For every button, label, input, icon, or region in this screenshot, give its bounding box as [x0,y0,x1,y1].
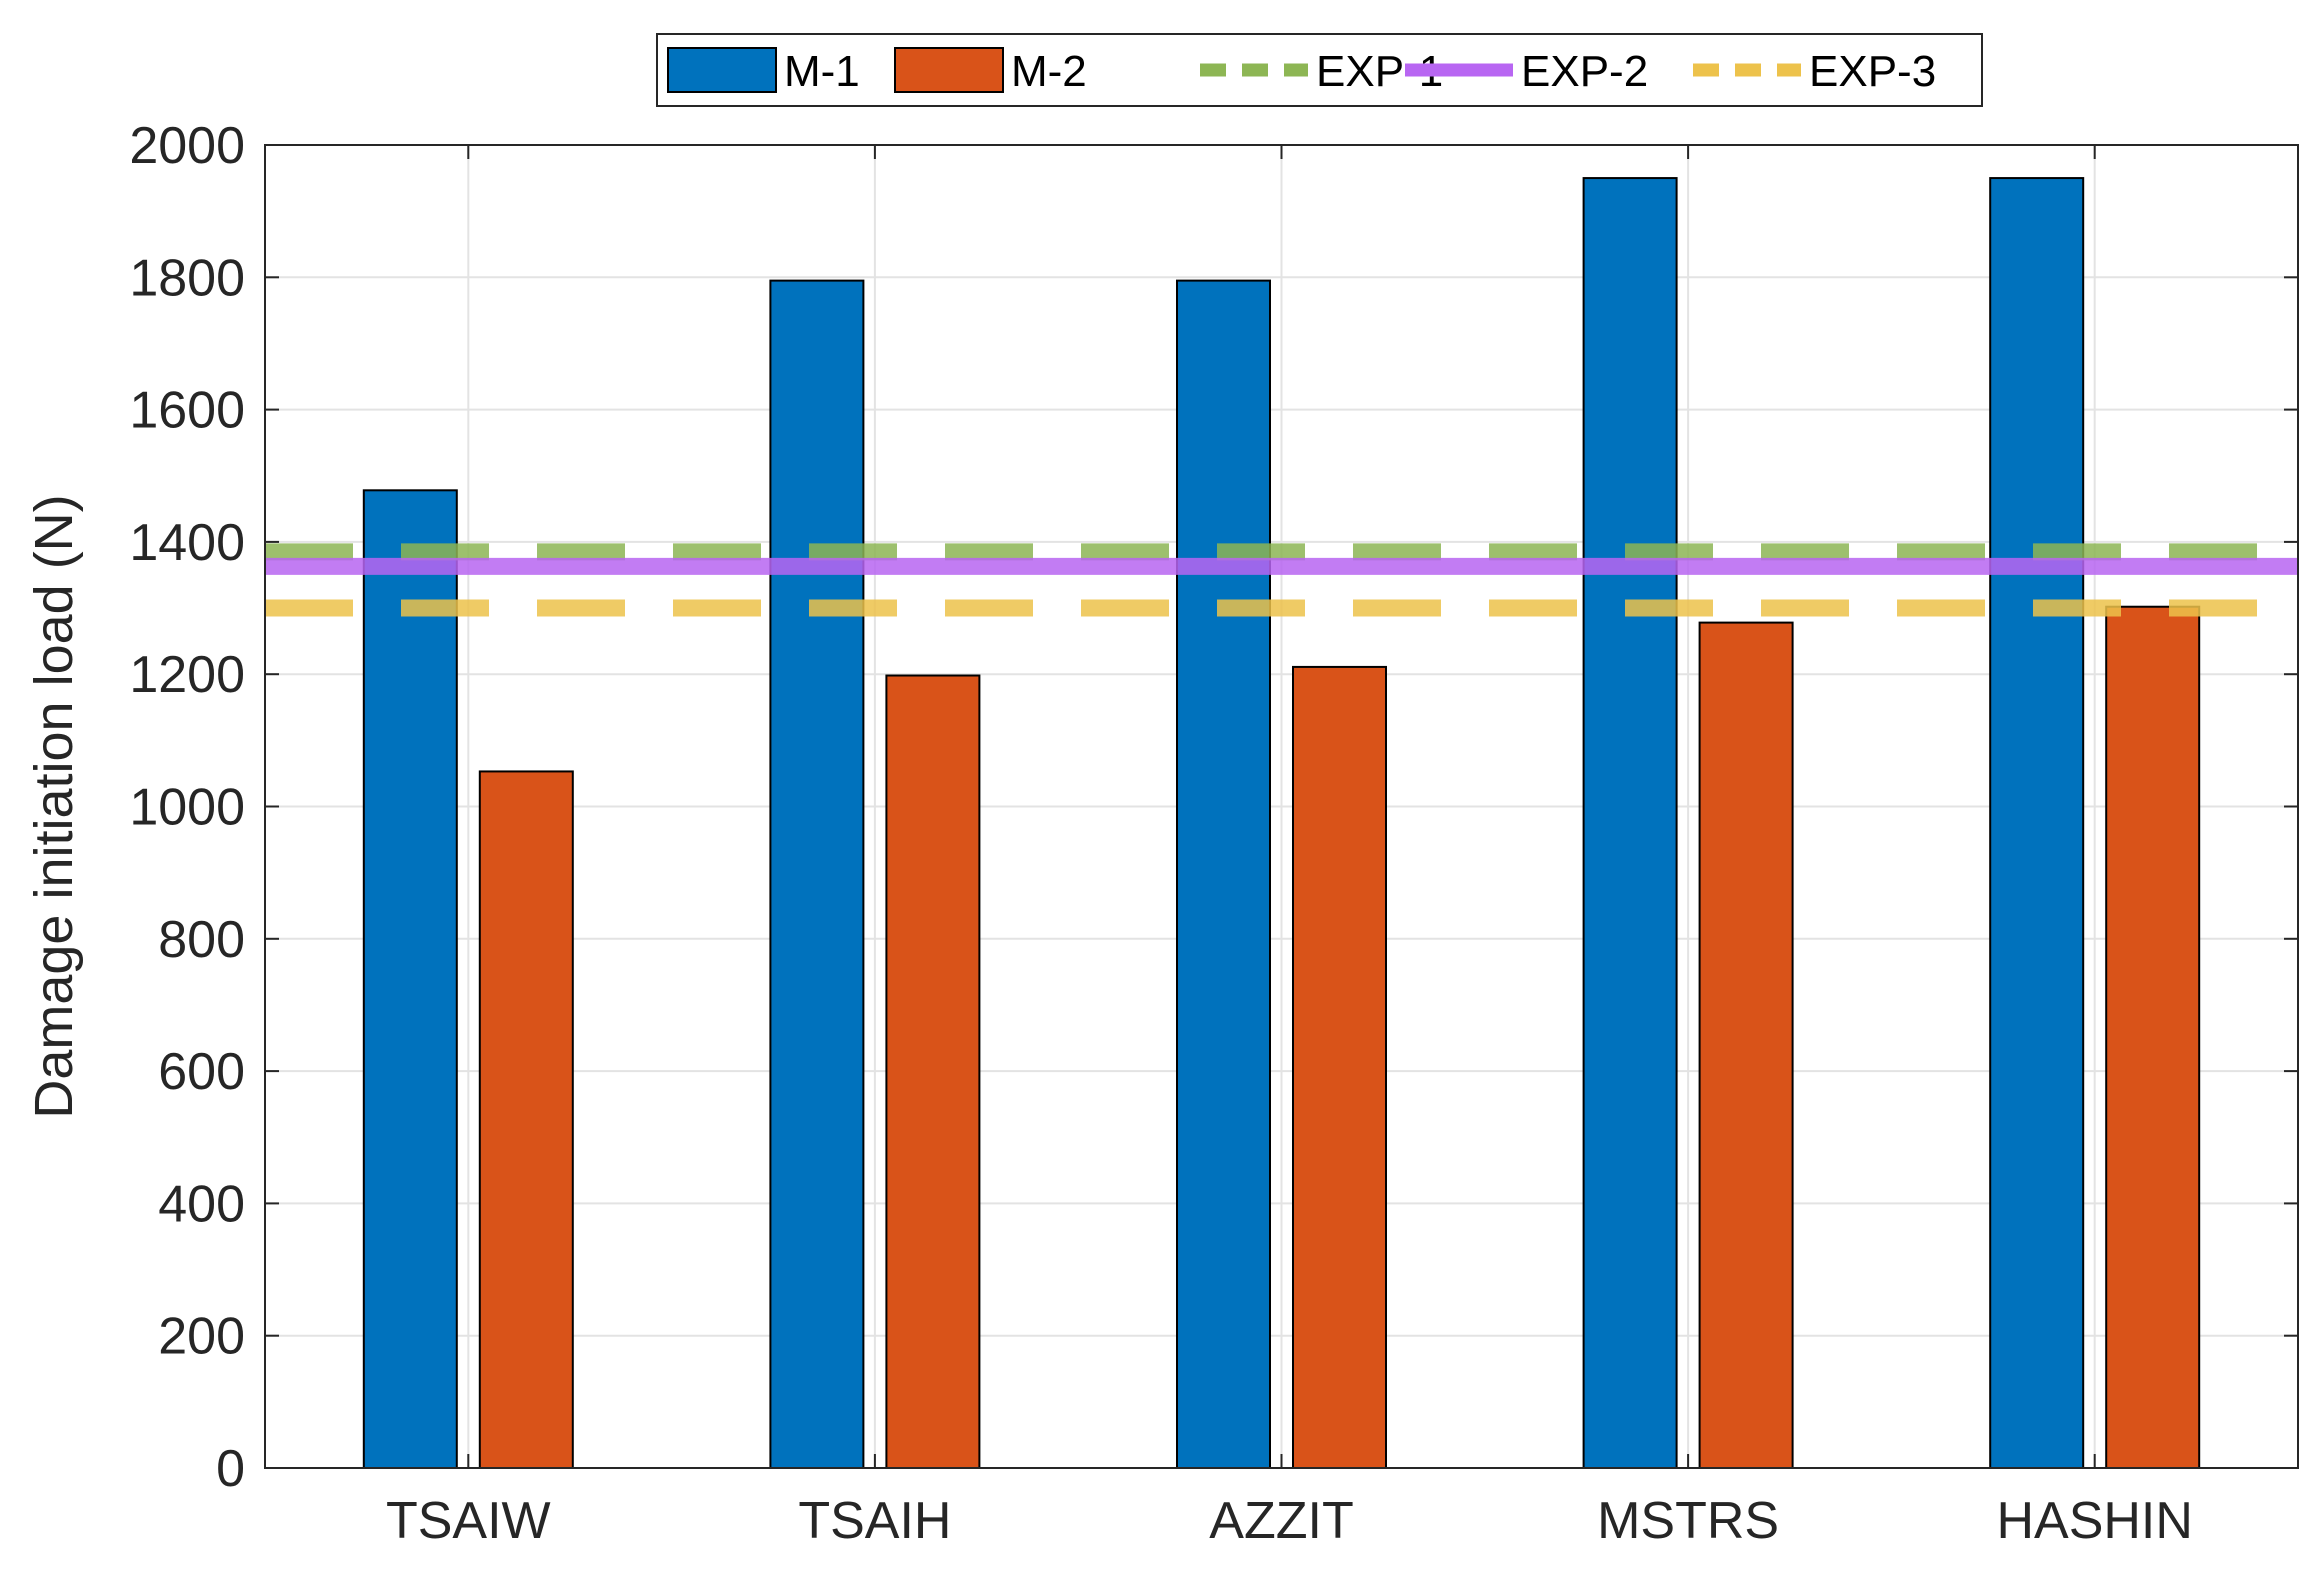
y-tick-label: 0 [216,1440,245,1498]
x-tick-label: TSAIH [798,1492,951,1550]
tick-layer: 0 200 400 600 800 1000 1200 1400 1600 1800 2000 TSA… [129,117,2298,1550]
bar-m-2-mstrs [1698,621,1794,1469]
y-axis-title: Damage initiation load (N) [24,494,84,1118]
y-tick-label: 1800 [129,249,245,307]
y-tick-label: 600 [158,1043,245,1101]
y-tick-label: 200 [158,1308,245,1366]
y-tick-label: 800 [158,911,245,969]
x-tick-label: AZZIT [1209,1492,1353,1550]
y-tick-label: 1000 [129,779,245,837]
bar-layer [362,177,2201,1470]
bar-m-2-tsaih [885,674,981,1469]
reference-line-layer [265,543,2298,617]
bar-m-2-azzit [1292,665,1387,1469]
legend: M-1 M-2 EXP-1 EXP-2 EXP-3 [656,33,1983,107]
legend-label-m-1: M-1 [784,47,860,96]
y-tick-label: 1400 [129,514,245,572]
x-tick-label: MSTRS [1597,1492,1779,1550]
legend-label-exp-3: EXP-3 [1809,47,1936,96]
legend-swatch-m-2 [894,47,1004,93]
bar-m-1-mstrs [1582,177,1678,1470]
bar-m-1-tsaiw [362,489,458,1470]
bar-m-2-hashin [2105,605,2201,1469]
legend-label-m-2: M-2 [1011,47,1087,96]
y-tick-label: 1600 [129,382,245,440]
bar-m-1-hashin [1989,177,2085,1470]
y-tick-label: 2000 [129,117,245,175]
bar-m-1-azzit [1176,279,1271,1469]
x-tick-label: TSAIW [386,1492,551,1550]
bar-m-2-tsaiw [478,770,574,1469]
legend-swatch-m-1 [667,47,777,93]
y-tick-label: 1200 [129,646,245,704]
bar-m-1-tsaih [769,279,865,1469]
y-tick-label: 400 [158,1175,245,1233]
x-tick-label: HASHIN [1996,1492,2192,1550]
legend-label-exp-2: EXP-2 [1521,47,1648,96]
legend-box [656,33,1983,107]
